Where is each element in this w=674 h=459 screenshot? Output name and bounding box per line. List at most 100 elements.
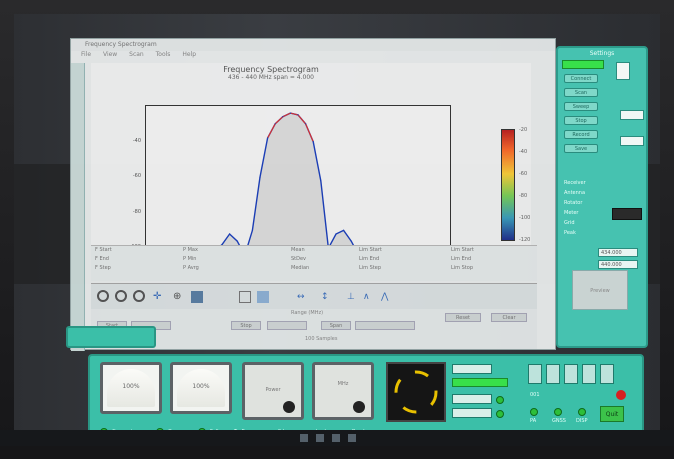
reset-button[interactable]: Reset: [445, 313, 481, 322]
data-point: [274, 123, 276, 125]
menu-tools[interactable]: Tools: [155, 51, 171, 58]
data-point: [297, 114, 299, 116]
taskbar-icon-1[interactable]: [300, 434, 308, 442]
range-controls: Range (MHz) Start Stop Span Reset Clear …: [91, 309, 537, 349]
option-antenna[interactable]: Antenna: [564, 190, 586, 196]
mhz-dial: MHz: [312, 362, 374, 420]
record-button[interactable]: Record: [564, 130, 598, 139]
select-icon[interactable]: [239, 291, 251, 303]
horizontal-cursor-icon[interactable]: ↔: [297, 292, 305, 302]
forward-icon[interactable]: [133, 290, 145, 302]
peak-icon[interactable]: ∧: [363, 292, 370, 302]
window-titlebar: Frequency Spectrogram: [71, 39, 555, 51]
taskbar-icon-2[interactable]: [316, 434, 324, 442]
option-rotator[interactable]: Rotator: [564, 200, 583, 206]
menu-file[interactable]: File: [81, 51, 92, 58]
colorbar-tick-label: -40: [519, 149, 528, 155]
param-mean: Mean: [291, 247, 305, 253]
menu-scan[interactable]: Scan: [129, 51, 144, 58]
param-f-start: F Start: [95, 247, 112, 253]
data-point: [343, 229, 345, 231]
rx-field[interactable]: [452, 394, 492, 404]
option-grid[interactable]: Grid: [564, 220, 575, 226]
data-point: [229, 233, 231, 235]
freq-start-field[interactable]: 434.000: [598, 248, 638, 257]
param-col-1: F Start F End F Step: [95, 246, 175, 282]
taskbar-icon-3[interactable]: [332, 434, 340, 442]
home-icon[interactable]: [97, 290, 109, 302]
power-field[interactable]: [452, 408, 492, 418]
pa-indicator: [530, 408, 538, 416]
data-point: [236, 240, 238, 242]
data-point: [335, 233, 337, 235]
data-point: [221, 244, 223, 246]
power-indicator: [496, 410, 504, 418]
zoom-icon[interactable]: ⊕: [173, 291, 182, 302]
channel-5[interactable]: [600, 364, 614, 384]
colorbar-tick-label: -60: [519, 171, 528, 177]
param-col-5: Lim Start Lim End Lim Stop: [451, 246, 531, 282]
status-bar: [562, 60, 604, 69]
connect-button[interactable]: Connect: [564, 74, 598, 83]
rotator-compass[interactable]: [386, 362, 446, 422]
plot-toolbar: ✛ ⊕ ↔ ↕ ⊥ ∧ ⋀: [91, 283, 537, 309]
data-point: [289, 112, 291, 114]
span-button[interactable]: Span: [321, 321, 351, 330]
stop-field[interactable]: [267, 321, 307, 330]
channel-1[interactable]: [528, 364, 542, 384]
plot-axes: [145, 105, 451, 267]
scan-button[interactable]: Scan: [564, 88, 598, 97]
settings-title: Settings: [589, 50, 615, 57]
gnss-label[interactable]: GNSS: [552, 418, 566, 424]
stop-button[interactable]: Stop: [231, 321, 261, 330]
channel-4[interactable]: [582, 364, 596, 384]
save-button[interactable]: Save: [564, 144, 598, 153]
mhz-knob[interactable]: [353, 401, 365, 413]
mhz-dial-label: MHz: [337, 381, 349, 387]
freq-end-field[interactable]: 440.000: [598, 260, 638, 269]
param-f-end: F End: [95, 256, 109, 262]
channel-3[interactable]: [564, 364, 578, 384]
taskbar-icon-4[interactable]: [348, 434, 356, 442]
save-figure-icon[interactable]: [191, 291, 203, 303]
power-knob[interactable]: [283, 401, 295, 413]
pa-label[interactable]: PA: [530, 418, 537, 424]
param-lim-end-2: Lim End: [451, 256, 472, 262]
span-field[interactable]: [355, 321, 415, 330]
y-tick-label: -80: [132, 208, 141, 215]
menu-help[interactable]: Help: [182, 51, 197, 58]
vertical-cursor-icon[interactable]: ↕: [321, 292, 329, 302]
quit-button[interactable]: Quit: [600, 406, 624, 422]
param-lim-step: Lim Step: [359, 265, 382, 271]
meter-2: 100%: [170, 362, 232, 414]
param-lim-stop: Lim Stop: [451, 265, 474, 271]
option-meter[interactable]: Meter: [564, 210, 579, 216]
spectrogram-window: Frequency Spectrogram File View Scan Too…: [70, 38, 556, 351]
colorbar-tick-label: -120: [519, 237, 531, 243]
option-peak[interactable]: Peak: [564, 230, 576, 236]
marker-icon[interactable]: ⊥: [347, 292, 355, 302]
tx-field[interactable]: [452, 364, 492, 374]
window-title: Frequency Spectrogram: [85, 41, 157, 48]
menu-view[interactable]: View: [102, 51, 118, 58]
chart-subtitle: 436 - 440 MHz span = 4.000: [228, 74, 314, 81]
clear-button[interactable]: Clear: [491, 313, 527, 322]
grid-icon[interactable]: [257, 291, 269, 303]
meter-1: 100%: [100, 362, 162, 414]
data-point: [305, 123, 307, 125]
back-icon[interactable]: [115, 290, 127, 302]
data-point: [320, 180, 322, 182]
option-receiver[interactable]: Receiver: [564, 180, 586, 186]
meter-2-face: 100%: [177, 369, 225, 407]
y-tick-label: -40: [132, 137, 141, 144]
trace-icon[interactable]: ⋀: [381, 292, 389, 302]
channel-2[interactable]: [546, 364, 560, 384]
statistics-panel: F Start F End F Step P Max P Min P Avrg …: [91, 245, 537, 281]
disp-label[interactable]: DISP: [576, 418, 588, 424]
stop-scan-button[interactable]: Stop: [564, 116, 598, 125]
sweep-button[interactable]: Sweep: [564, 102, 598, 111]
disp-indicator: [578, 408, 586, 416]
pan-icon[interactable]: ✛: [153, 291, 162, 302]
display-box: [612, 208, 642, 220]
colorbar-ticks: -20 -40 -60 -80 -100 -120: [519, 127, 539, 243]
